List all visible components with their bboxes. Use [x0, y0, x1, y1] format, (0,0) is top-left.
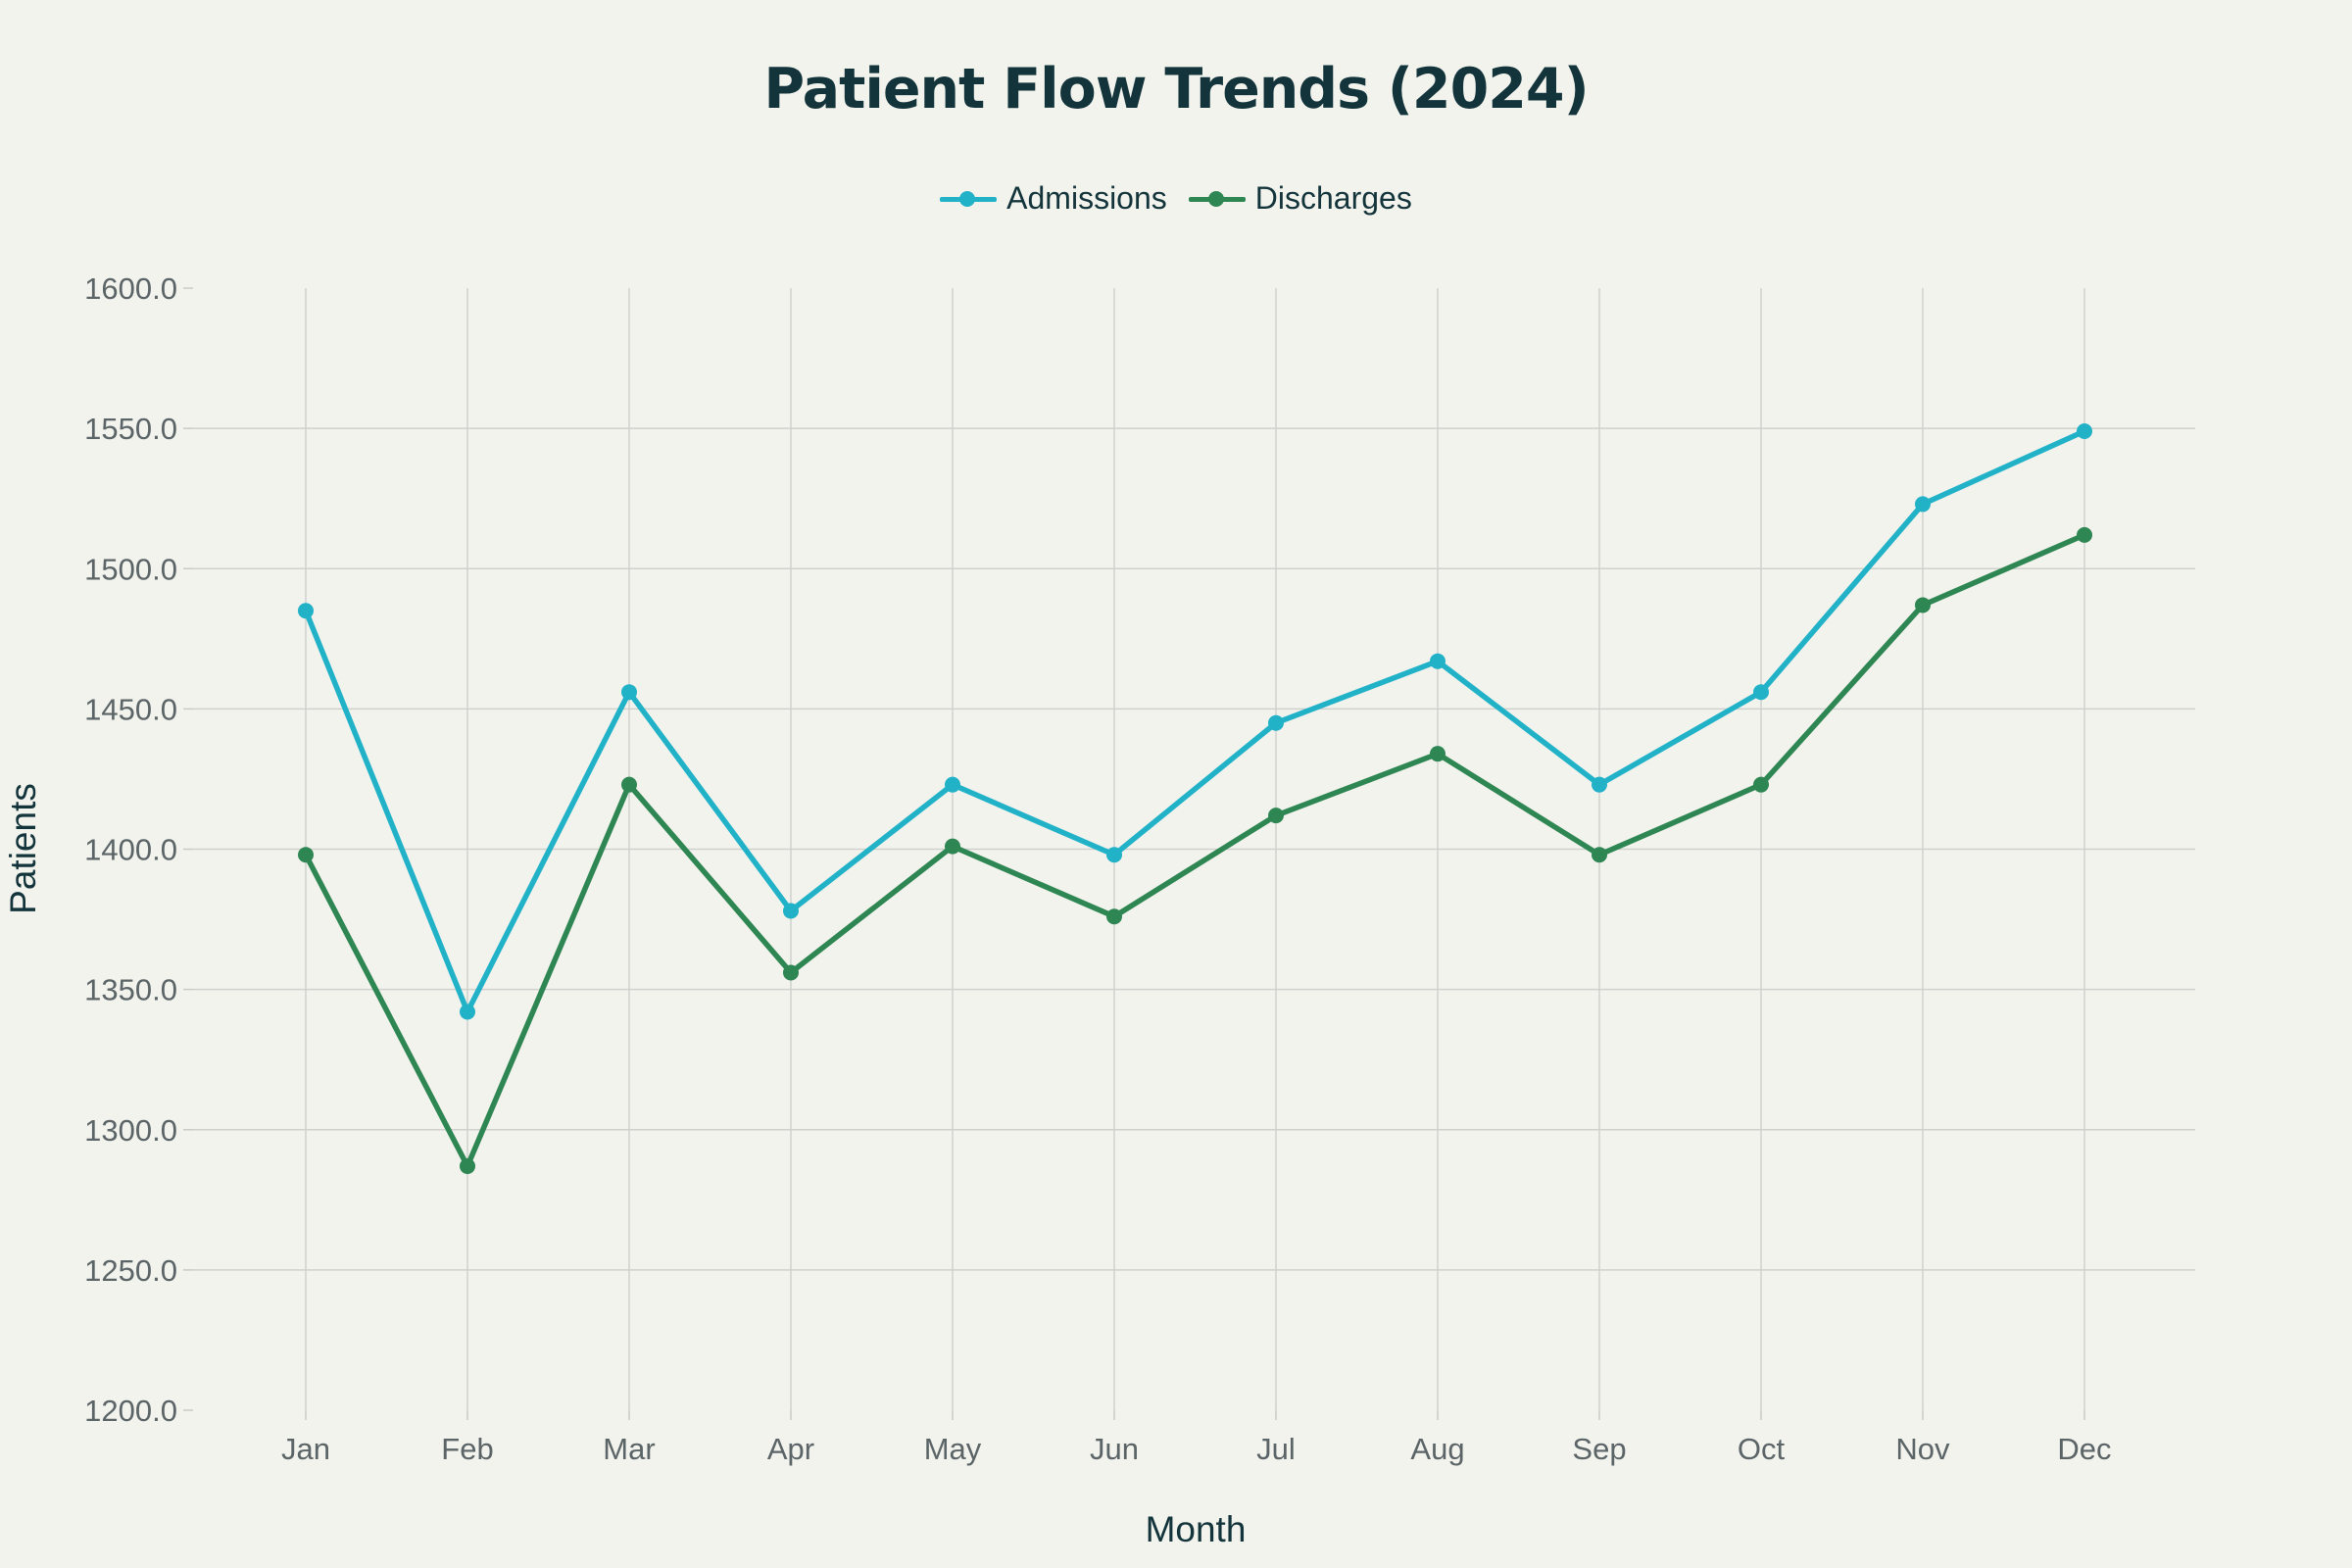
legend-label-admissions: Admissions	[1006, 180, 1167, 216]
data-point-admissions[interactable]	[621, 684, 637, 701]
series-lines	[298, 422, 2092, 1174]
y-axis-title: Patients	[3, 783, 43, 914]
x-axis-title: Month	[1146, 1509, 1247, 1549]
data-point-admissions[interactable]	[1430, 653, 1446, 669]
x-tick-label: Nov	[1895, 1432, 1950, 1466]
legend-swatch-admissions	[940, 189, 998, 209]
data-point-admissions[interactable]	[1106, 847, 1122, 863]
data-point-admissions[interactable]	[2077, 422, 2092, 439]
y-tick-label: 1600.0	[84, 271, 177, 306]
x-tick-label: Jun	[1090, 1432, 1139, 1466]
data-point-admissions[interactable]	[298, 603, 314, 619]
data-point-discharges[interactable]	[945, 838, 960, 855]
legend-item-discharges[interactable]: Discharges	[1188, 180, 1412, 217]
x-tick-label: Feb	[441, 1432, 493, 1466]
x-tick-label: Oct	[1738, 1432, 1786, 1466]
legend-label-discharges: Discharges	[1254, 180, 1412, 216]
gridlines	[193, 288, 2195, 1410]
data-point-admissions[interactable]	[460, 1004, 475, 1020]
series-admissions	[298, 422, 2092, 1020]
data-point-discharges[interactable]	[460, 1157, 475, 1174]
chart-title: Patient Flow Trends (2024)	[763, 57, 1589, 122]
data-point-admissions[interactable]	[1268, 714, 1284, 731]
data-point-discharges[interactable]	[621, 776, 637, 793]
x-tick-label: Dec	[2057, 1432, 2111, 1466]
legend: Admissions Discharges	[0, 180, 2352, 217]
data-point-discharges[interactable]	[783, 964, 799, 981]
legend-item-admissions[interactable]: Admissions	[940, 180, 1167, 217]
x-tick-label: Jul	[1256, 1432, 1296, 1466]
series-line-discharges	[303, 532, 2086, 1169]
y-tick-label: 1550.0	[84, 412, 177, 446]
data-point-discharges[interactable]	[1915, 597, 1931, 613]
y-tick-label: 1200.0	[84, 1394, 177, 1428]
data-point-discharges[interactable]	[1753, 776, 1769, 793]
series-line-admissions	[303, 428, 2086, 1015]
data-point-admissions[interactable]	[1753, 684, 1769, 701]
y-tick-label: 1400.0	[84, 833, 177, 867]
data-point-discharges[interactable]	[298, 847, 314, 863]
data-point-admissions[interactable]	[945, 776, 960, 793]
y-axis-ticks: 1200.0 1250.0 1300.0 1350.0 1400.0 1450.0 1500…	[84, 271, 193, 1428]
data-point-admissions[interactable]	[1915, 496, 1931, 513]
y-tick-label: 1300.0	[84, 1113, 177, 1148]
data-point-discharges[interactable]	[1592, 847, 1607, 863]
data-point-discharges[interactable]	[2077, 526, 2092, 543]
x-tick-label: Apr	[767, 1432, 814, 1466]
data-point-discharges[interactable]	[1106, 908, 1122, 925]
x-tick-label: Jan	[281, 1432, 330, 1466]
x-tick-label: Mar	[603, 1432, 655, 1466]
y-tick-label: 1350.0	[84, 973, 177, 1007]
x-axis-ticks: Jan Feb Mar Apr May Jun Jul Aug Sep Oct Nov Dec	[281, 1410, 2112, 1466]
data-point-admissions[interactable]	[783, 903, 799, 919]
data-point-discharges[interactable]	[1430, 746, 1446, 762]
series-discharges	[298, 526, 2092, 1174]
legend-swatch-discharges	[1188, 189, 1246, 209]
y-tick-label: 1500.0	[84, 552, 177, 586]
x-tick-label: May	[924, 1432, 982, 1466]
y-tick-label: 1250.0	[84, 1253, 177, 1288]
data-point-admissions[interactable]	[1592, 776, 1607, 793]
x-tick-label: Aug	[1410, 1432, 1464, 1466]
data-point-discharges[interactable]	[1268, 808, 1284, 824]
y-tick-label: 1450.0	[84, 692, 177, 726]
x-tick-label: Sep	[1572, 1432, 1626, 1466]
